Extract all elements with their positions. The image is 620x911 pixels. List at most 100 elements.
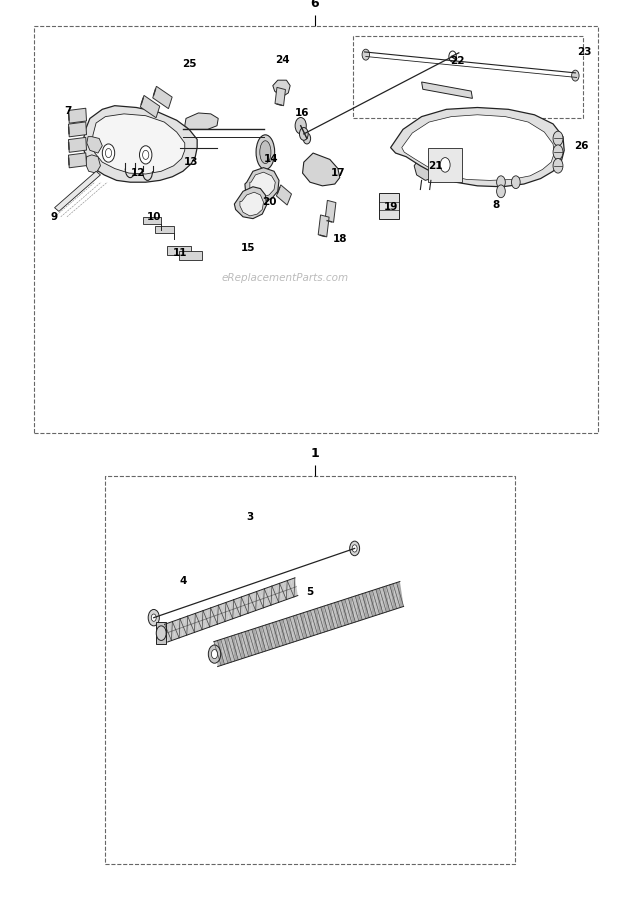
Text: 13: 13 bbox=[184, 158, 198, 167]
Text: 9: 9 bbox=[51, 212, 58, 221]
Circle shape bbox=[497, 185, 505, 198]
Polygon shape bbox=[211, 607, 218, 626]
Polygon shape bbox=[214, 640, 221, 667]
Circle shape bbox=[303, 133, 311, 144]
Text: 10: 10 bbox=[146, 212, 161, 221]
Text: 23: 23 bbox=[577, 47, 592, 56]
Polygon shape bbox=[245, 630, 252, 657]
Polygon shape bbox=[393, 583, 400, 609]
Polygon shape bbox=[386, 585, 393, 611]
Polygon shape bbox=[228, 636, 235, 662]
Polygon shape bbox=[249, 630, 255, 655]
Polygon shape bbox=[218, 604, 225, 623]
Polygon shape bbox=[362, 593, 369, 619]
Polygon shape bbox=[230, 599, 237, 619]
Polygon shape bbox=[180, 618, 187, 637]
Polygon shape bbox=[373, 589, 379, 615]
Polygon shape bbox=[324, 605, 331, 631]
Text: eReplacementParts.com: eReplacementParts.com bbox=[221, 273, 349, 282]
Bar bbox=[155, 226, 174, 233]
Polygon shape bbox=[153, 87, 172, 108]
Circle shape bbox=[208, 645, 221, 663]
Polygon shape bbox=[234, 187, 267, 219]
Polygon shape bbox=[221, 639, 228, 664]
Polygon shape bbox=[352, 596, 359, 622]
Polygon shape bbox=[318, 215, 329, 237]
Polygon shape bbox=[275, 87, 285, 106]
Text: 20: 20 bbox=[262, 198, 277, 207]
Polygon shape bbox=[317, 607, 324, 633]
Text: 8: 8 bbox=[492, 200, 500, 210]
Text: 25: 25 bbox=[182, 59, 197, 68]
Polygon shape bbox=[345, 599, 352, 624]
Circle shape bbox=[553, 145, 563, 159]
Polygon shape bbox=[241, 631, 249, 658]
Circle shape bbox=[440, 158, 450, 172]
Polygon shape bbox=[355, 595, 362, 621]
Polygon shape bbox=[237, 597, 244, 616]
Polygon shape bbox=[331, 603, 338, 629]
Bar bbox=[179, 251, 202, 260]
Polygon shape bbox=[249, 593, 255, 612]
Polygon shape bbox=[287, 579, 294, 599]
Polygon shape bbox=[224, 637, 231, 663]
Polygon shape bbox=[338, 600, 345, 627]
Polygon shape bbox=[342, 599, 348, 625]
Polygon shape bbox=[291, 578, 298, 597]
Circle shape bbox=[362, 49, 370, 60]
Polygon shape bbox=[307, 610, 314, 637]
Circle shape bbox=[102, 144, 115, 162]
Polygon shape bbox=[231, 635, 238, 661]
Bar bbox=[167, 246, 191, 255]
Text: 6: 6 bbox=[311, 0, 319, 10]
Polygon shape bbox=[286, 617, 293, 643]
Polygon shape bbox=[365, 591, 373, 618]
Circle shape bbox=[295, 118, 306, 134]
Polygon shape bbox=[264, 588, 271, 607]
Polygon shape bbox=[140, 96, 160, 118]
Polygon shape bbox=[86, 155, 100, 173]
Polygon shape bbox=[169, 621, 175, 640]
Polygon shape bbox=[276, 620, 283, 647]
Polygon shape bbox=[255, 627, 262, 653]
Polygon shape bbox=[238, 633, 245, 659]
Polygon shape bbox=[414, 155, 438, 180]
Polygon shape bbox=[334, 601, 342, 628]
Polygon shape bbox=[280, 619, 286, 645]
Polygon shape bbox=[176, 619, 183, 638]
Polygon shape bbox=[293, 615, 300, 641]
Polygon shape bbox=[268, 586, 275, 605]
Bar bbox=[143, 217, 161, 224]
Polygon shape bbox=[283, 619, 290, 644]
Polygon shape bbox=[222, 602, 229, 621]
Polygon shape bbox=[68, 153, 87, 168]
Polygon shape bbox=[396, 581, 404, 608]
Text: 19: 19 bbox=[383, 202, 398, 211]
Polygon shape bbox=[188, 615, 195, 634]
Polygon shape bbox=[262, 625, 269, 651]
Polygon shape bbox=[273, 80, 290, 96]
Polygon shape bbox=[276, 583, 283, 602]
Circle shape bbox=[211, 650, 218, 659]
Polygon shape bbox=[192, 613, 198, 632]
Text: 24: 24 bbox=[275, 56, 290, 65]
Text: 1: 1 bbox=[311, 447, 319, 460]
Text: 14: 14 bbox=[264, 154, 279, 163]
Circle shape bbox=[553, 159, 563, 173]
Polygon shape bbox=[241, 596, 248, 615]
Text: 4: 4 bbox=[180, 577, 187, 586]
Polygon shape bbox=[207, 608, 213, 627]
Circle shape bbox=[140, 146, 152, 164]
Polygon shape bbox=[260, 589, 267, 608]
Polygon shape bbox=[272, 585, 278, 604]
Circle shape bbox=[151, 614, 156, 621]
Polygon shape bbox=[259, 626, 266, 652]
Polygon shape bbox=[303, 611, 311, 638]
Polygon shape bbox=[203, 609, 210, 629]
Text: 16: 16 bbox=[295, 108, 310, 118]
Text: 11: 11 bbox=[172, 249, 187, 258]
Polygon shape bbox=[257, 590, 264, 609]
Polygon shape bbox=[348, 597, 355, 623]
Polygon shape bbox=[245, 168, 279, 202]
Polygon shape bbox=[184, 616, 190, 635]
